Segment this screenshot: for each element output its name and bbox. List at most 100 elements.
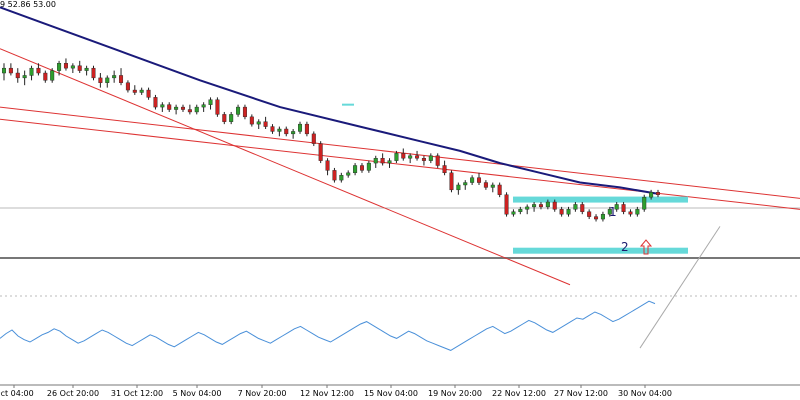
x-tick-label: 15 Nov 04:00 xyxy=(364,389,418,398)
candle xyxy=(635,209,640,215)
candle xyxy=(511,211,516,215)
candle xyxy=(559,209,564,215)
rsi-line xyxy=(0,300,656,351)
trend-line xyxy=(0,106,800,199)
candle xyxy=(428,155,433,161)
support-zone-2 xyxy=(513,247,688,254)
trend-line xyxy=(0,118,800,210)
candle xyxy=(15,72,20,79)
candle xyxy=(277,128,282,132)
x-tick-label: 31 Oct 12:00 xyxy=(111,389,163,398)
candle xyxy=(463,182,468,186)
candle xyxy=(594,216,599,220)
moving-average-line xyxy=(0,6,657,195)
candle xyxy=(29,67,34,76)
candle xyxy=(139,89,144,93)
candle xyxy=(532,204,537,208)
candle xyxy=(36,67,41,74)
candle xyxy=(119,75,124,83)
candle xyxy=(353,165,358,174)
candle xyxy=(263,121,268,127)
candle xyxy=(580,204,585,212)
candle xyxy=(215,99,220,115)
x-tick-label: 19 Nov 20:00 xyxy=(428,389,482,398)
price-panel: 12 xyxy=(0,6,800,349)
arrow-up-icon xyxy=(639,239,653,255)
candle xyxy=(105,77,110,83)
candle xyxy=(84,67,89,71)
trend-line xyxy=(0,48,571,286)
candle xyxy=(98,77,103,83)
candle xyxy=(490,184,495,188)
candle xyxy=(174,106,179,110)
x-tick-label: Oct 04:00 xyxy=(0,389,34,398)
candle xyxy=(8,67,13,74)
candle xyxy=(167,104,172,110)
annotation-label-2: 2 xyxy=(621,240,629,254)
candle xyxy=(415,155,420,159)
candle xyxy=(470,177,475,183)
candle xyxy=(394,153,399,161)
candle xyxy=(180,106,185,110)
candle xyxy=(332,170,337,181)
candle xyxy=(57,63,62,71)
candle xyxy=(538,204,543,208)
candle xyxy=(545,201,550,208)
candle xyxy=(380,158,385,164)
candle xyxy=(346,172,351,176)
candle xyxy=(552,201,557,210)
candle xyxy=(483,182,488,188)
x-tick-label: 12 Nov 12:00 xyxy=(300,389,354,398)
support-zone-1 xyxy=(513,196,688,203)
candle xyxy=(229,114,234,122)
candle xyxy=(366,162,371,171)
candle xyxy=(587,211,592,217)
candle xyxy=(456,184,461,191)
candle xyxy=(201,104,206,108)
candle xyxy=(442,165,447,174)
candle xyxy=(160,104,165,108)
candle xyxy=(518,209,523,212)
candle xyxy=(525,206,530,210)
candle xyxy=(270,126,275,132)
candle xyxy=(401,153,406,159)
x-tick-label: 22 Nov 12:00 xyxy=(492,389,546,398)
candle xyxy=(208,99,213,105)
candle xyxy=(449,172,454,191)
candle xyxy=(628,211,633,215)
candle xyxy=(112,75,117,79)
x-tick-label: 27 Nov 12:00 xyxy=(554,389,608,398)
candle xyxy=(222,114,227,122)
candle xyxy=(63,63,68,69)
candle xyxy=(621,204,626,212)
candle xyxy=(242,106,247,118)
candle xyxy=(435,155,440,166)
candle xyxy=(256,121,261,125)
candle xyxy=(2,67,6,74)
x-tick-label: 26 Oct 20:00 xyxy=(47,389,99,398)
candle xyxy=(132,89,137,93)
candle xyxy=(187,109,192,113)
x-tick-label: 7 Nov 20:00 xyxy=(238,389,287,398)
candle xyxy=(642,196,647,210)
candle xyxy=(291,131,296,135)
rsi-panel xyxy=(0,295,800,351)
candle xyxy=(477,177,482,183)
candle xyxy=(50,70,55,81)
candle xyxy=(249,116,254,125)
x-axis: Oct 04:00 26 Oct 20:00 31 Oct 12:00 5 Nov 0… xyxy=(0,384,800,398)
candle xyxy=(607,209,612,215)
candle xyxy=(298,123,303,132)
candle xyxy=(125,82,130,91)
chart-header: 9 52.86 53.00 xyxy=(0,0,56,9)
candle xyxy=(649,192,654,198)
candle xyxy=(318,143,323,161)
candle xyxy=(194,106,199,113)
x-tick-label: 30 Nov 04:00 xyxy=(618,389,672,398)
candle xyxy=(153,97,158,108)
candle xyxy=(408,155,413,159)
candle xyxy=(77,65,82,71)
candle xyxy=(339,175,344,181)
candle xyxy=(91,67,96,79)
